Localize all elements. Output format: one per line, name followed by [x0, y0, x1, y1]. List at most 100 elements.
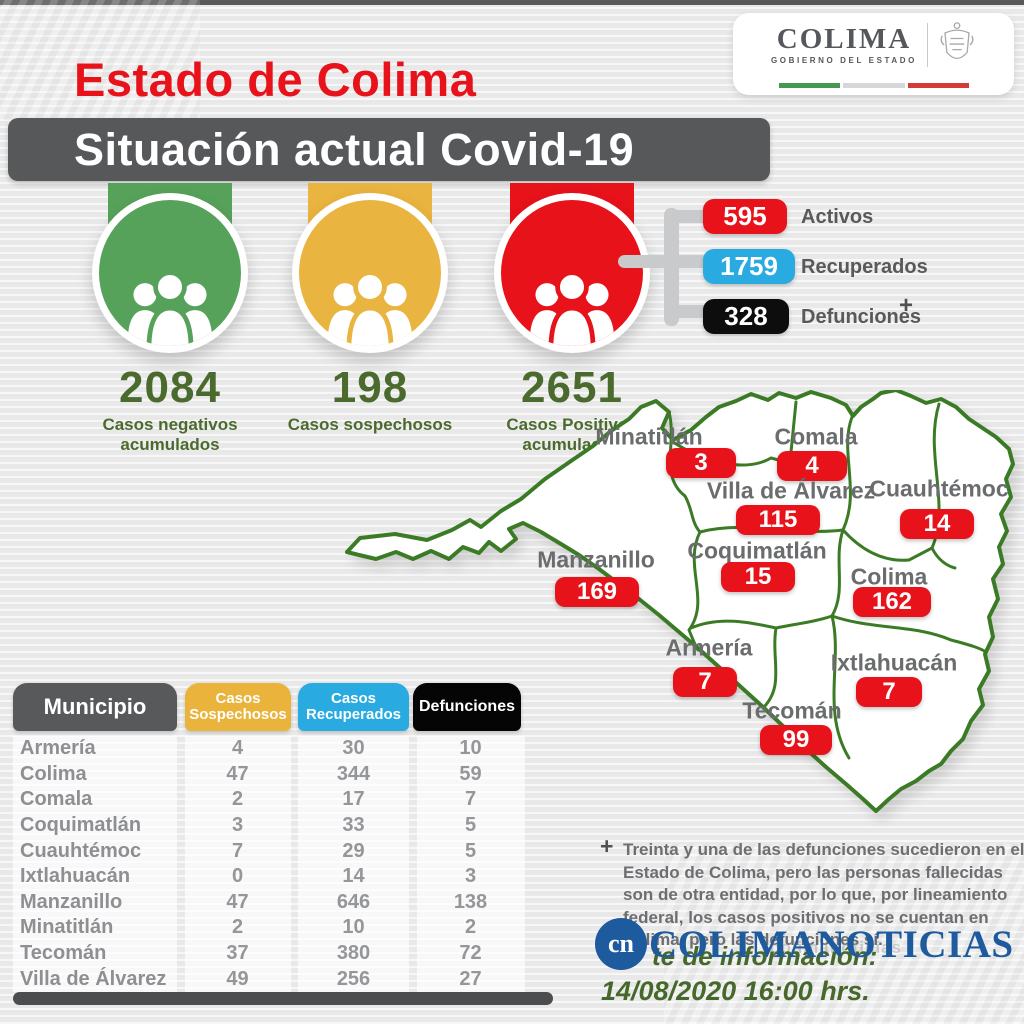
- table-header-sospechosos: Casos Sospechosos: [185, 683, 291, 731]
- table-header-defunciones: Defunciones: [413, 683, 521, 731]
- source-label: te de información:: [652, 941, 878, 971]
- table-cell: 59: [416, 761, 525, 788]
- cn-circle-icon: cn: [595, 918, 647, 970]
- map-label-comala: Comala: [774, 423, 858, 450]
- table-row: Ixtlahuacán: [13, 863, 177, 890]
- bracket-stub-defunciones: [666, 305, 708, 318]
- people-icon-green: [92, 193, 248, 353]
- state-logo-subtitle: GOBIERNO DEL ESTADO: [770, 56, 917, 65]
- map-label-coquimatlan: Coquimatlán: [687, 537, 827, 564]
- flag-red-segment: [907, 83, 969, 88]
- negativos-value: 2084: [119, 363, 221, 412]
- table-cell: 29: [298, 838, 409, 864]
- source-datetime: 14/08/2020 16:00 hrs.: [601, 976, 870, 1006]
- colima-state-map: [345, 390, 1015, 813]
- bracket-stub-recuperados: [666, 255, 708, 268]
- table-cell: 256: [298, 966, 409, 992]
- subtitle-banner: Situación actual Covid-19: [8, 118, 770, 181]
- table-cell: 5: [416, 812, 525, 839]
- map-value-manzanillo: 169: [555, 577, 639, 607]
- map-value-cuauhtemoc: 14: [900, 509, 974, 539]
- map-value-armeria: 7: [673, 667, 737, 697]
- people-group-icon: [127, 269, 213, 346]
- map-value-ixtlahuacan: 7: [856, 677, 922, 707]
- activos-badge: 595: [703, 199, 787, 234]
- table-cell: 2: [416, 915, 525, 941]
- map-label-tecoman: Tecomán: [742, 697, 842, 724]
- municipal-table: Armería 4 30 10 Colima 47 344 59 Comala …: [13, 736, 525, 992]
- stat-group-sospechosos: 198 Casos sospechosos: [260, 183, 480, 435]
- table-row: Villa de Álvarez: [13, 966, 177, 992]
- table-cell: 49: [184, 966, 291, 992]
- table-row: Comala: [13, 787, 177, 813]
- negativos-label: Casos negativos acumulados: [102, 415, 238, 455]
- table-cell: 33: [298, 812, 409, 839]
- colimanoticias-logo: cn COLIMANOTICIAS: [595, 918, 1014, 970]
- table-row: Coquimatlán: [13, 812, 177, 839]
- table-footer-bar: [13, 992, 553, 1005]
- sospechosos-value: 198: [331, 363, 409, 412]
- defunciones-badge: 328: [703, 299, 789, 334]
- table-cell: 2: [184, 915, 291, 941]
- map-label-ixtlahuacan: Ixtlahuacán: [830, 649, 958, 676]
- bracket-stub-activos: [666, 210, 708, 223]
- defunciones-label: Defunciones: [801, 306, 922, 328]
- table-cell: 344: [298, 761, 409, 788]
- table-cell: 17: [298, 787, 409, 813]
- people-group-icon: [327, 269, 413, 346]
- table-row: Armería: [13, 736, 177, 762]
- map-value-minatitlan: 3: [666, 448, 736, 478]
- table-cell: 30: [298, 736, 409, 762]
- table-cell: 37: [184, 940, 291, 967]
- table-cell: 47: [184, 761, 291, 788]
- table-cell: 10: [298, 915, 409, 941]
- sospechosos-label: Casos sospechosos: [287, 415, 453, 434]
- table-cell: 3: [184, 812, 291, 839]
- table-cell: 72: [416, 940, 525, 967]
- table-cell: 47: [184, 889, 291, 916]
- table-row: Manzanillo: [13, 889, 177, 916]
- people-icon-red: [494, 193, 650, 353]
- table-header-municipio: Municipio: [13, 683, 177, 731]
- positivos-value: 2651: [521, 363, 623, 412]
- logo-divider: [927, 23, 928, 67]
- bracket-connector: [618, 255, 670, 268]
- table-cell: 0: [184, 863, 291, 890]
- activos-label: Activos: [801, 206, 874, 228]
- stat-group-positivos: 2651 Casos Positivos acumulados: [462, 183, 682, 455]
- map-value-colima: 162: [853, 587, 931, 617]
- flag-green-segment: [779, 83, 841, 88]
- map-label-armeria: Armería: [665, 634, 753, 661]
- recuperados-badge: 1759: [703, 249, 795, 284]
- table-cell: 27: [416, 966, 525, 992]
- table-cell: 2: [184, 787, 291, 813]
- table-cell: 380: [298, 940, 409, 967]
- page-title: Estado de Colima: [74, 53, 477, 106]
- footnote-marker: +: [600, 833, 614, 859]
- people-icon-yellow: [292, 193, 448, 353]
- table-cell: 138: [416, 889, 525, 916]
- map-value-coquimatlan: 15: [721, 562, 795, 592]
- state-crest-icon: [940, 22, 974, 60]
- map-value-comala: 4: [777, 451, 847, 481]
- map-label-villa-de-alvarez: Villa de Álvarez: [706, 477, 876, 504]
- map-label-minatitlan: Minatitlán: [595, 423, 703, 450]
- table-cell: 7: [416, 787, 525, 813]
- table-cell: 5: [416, 838, 525, 864]
- table-cell: 4: [184, 736, 291, 762]
- table-cell: 3: [416, 863, 525, 890]
- table-cell: 7: [184, 838, 291, 864]
- table-cell: 646: [298, 889, 409, 916]
- map-label-manzanillo: Manzanillo: [537, 546, 655, 573]
- table-cell: 10: [416, 736, 525, 762]
- people-group-icon: [529, 269, 615, 346]
- table-row: Tecomán: [13, 940, 177, 967]
- tricolor-bar: [779, 83, 969, 88]
- table-row: Cuauhtémoc: [13, 838, 177, 864]
- defunciones-footnote-marker: +: [899, 292, 914, 319]
- map-label-cuauhtemoc: Cuauhtémoc: [869, 475, 1009, 502]
- table-cell: 14: [298, 863, 409, 890]
- colimanoticias-wordmark: COLIMANOTICIAS: [649, 922, 1014, 966]
- table-header-recuperados: Casos Recuperados: [298, 683, 409, 731]
